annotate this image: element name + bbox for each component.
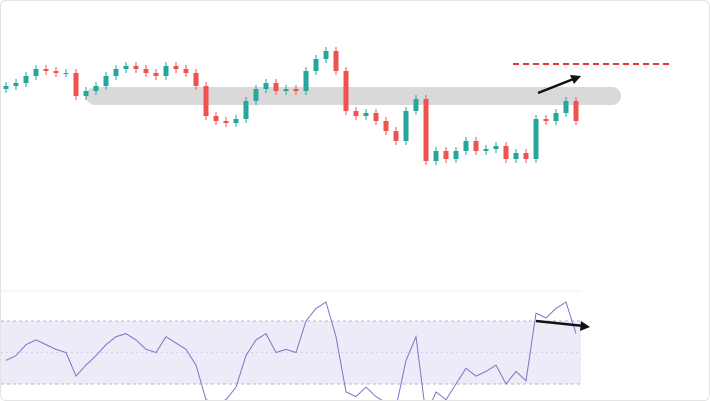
candle-body [153,73,159,76]
candle-body [83,91,89,96]
candle-body [553,113,559,121]
candle-body [93,86,99,91]
rsi-arrow [535,319,590,331]
candle-body [263,83,269,89]
rsi-line [5,301,577,400]
candle-body [513,153,519,159]
candle-body [323,51,329,59]
rsi-panel [1,301,581,400]
candle-body [373,113,379,121]
candle-body [273,83,279,91]
candle-body [353,111,359,116]
candle-body [523,153,529,159]
candle-body [133,66,139,69]
candle-body [143,69,149,73]
candle-body [483,149,489,151]
candle-body [183,69,189,73]
candle-body [103,76,109,86]
candle-body [173,66,179,69]
candle-body [53,71,59,73]
candle-body [503,146,509,159]
price-arrow [537,75,581,95]
candle-body [563,101,569,113]
candle-body [203,86,209,116]
candle-body [233,119,239,123]
candle-body [3,86,9,89]
candle-body [533,119,539,159]
candle-body [413,99,419,111]
candle-body [63,73,69,74]
candle-body [363,113,369,116]
candle-body [333,51,339,71]
candle-body [243,101,249,119]
candle-body [23,76,29,83]
candle-body [163,66,169,76]
candle-body [213,116,219,121]
candle-body [343,71,349,111]
candle-body [283,89,289,91]
candle-body [303,71,309,91]
candle-body [543,119,549,121]
candle-body [313,59,319,71]
candle-body [403,111,409,141]
candle-body [463,141,469,151]
candle-body [433,151,439,161]
candle-body [293,89,299,91]
candle-body [113,69,119,76]
candle-body [453,151,459,159]
candle-body [73,73,79,96]
candle-body [253,89,259,101]
candle-body [573,101,579,121]
candle-body [393,131,399,141]
candle-body [473,141,479,151]
candle-body [123,66,129,69]
candle-body [223,121,229,123]
candle-body [423,99,429,161]
candle-body [383,121,389,131]
candle-body [493,146,499,149]
candle-body [43,69,49,71]
candle-body [193,73,199,86]
price-panel [3,47,579,165]
candle-body [13,83,19,86]
candle-body [443,151,449,159]
candle-body [33,69,39,76]
resistance-zone [86,87,621,105]
